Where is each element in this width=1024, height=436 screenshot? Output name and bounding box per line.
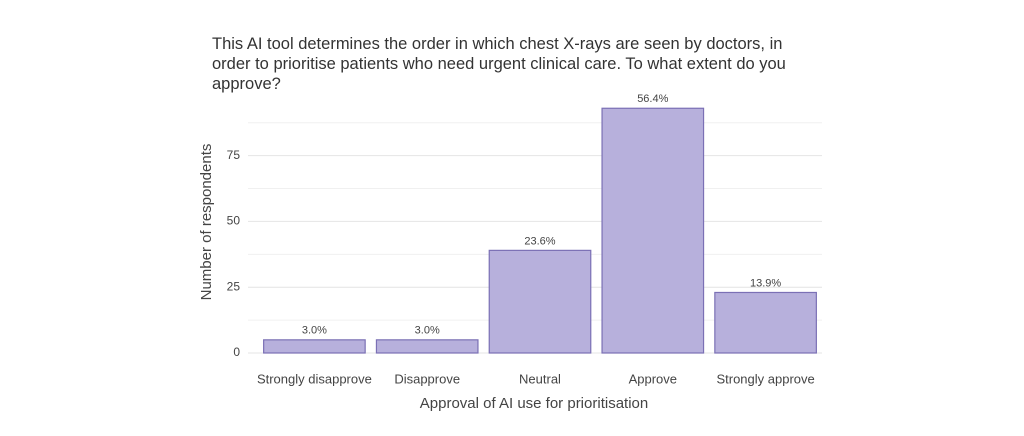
x-tick-label: Strongly disapprove [257, 371, 372, 386]
bar [488, 249, 592, 354]
bar-label: 3.0% [302, 325, 327, 337]
y-axis-label: Number of respondents [198, 144, 215, 301]
y-tick-label: 0 [233, 345, 240, 359]
bar-label: 3.0% [415, 325, 440, 337]
y-tick-label: 50 [227, 214, 241, 228]
bar-label: 23.6% [524, 235, 555, 247]
x-tick-label: Neutral [519, 371, 561, 386]
y-tick-label: 75 [227, 148, 241, 162]
x-tick-label: Disapprove [394, 371, 460, 386]
bar [714, 291, 817, 354]
bar-label: 13.9% [750, 277, 781, 289]
bar [375, 339, 479, 354]
x-axis-label: Approval of AI use for prioritisation [420, 395, 648, 412]
y-tick-label: 25 [227, 279, 241, 293]
x-tick-label: Approve [629, 371, 677, 386]
chart-title: This AI tool determines the order in whi… [212, 35, 786, 93]
bar-label: 56.4% [637, 93, 668, 105]
bar [601, 107, 705, 354]
bar [263, 339, 366, 354]
x-tick-label: Strongly approve [716, 371, 814, 386]
